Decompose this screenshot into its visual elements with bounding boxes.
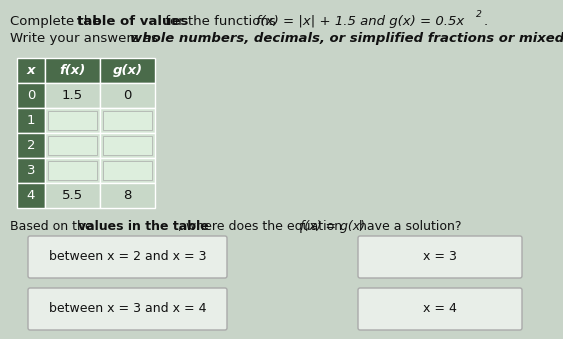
Text: between x = 3 and x = 4: between x = 3 and x = 4 bbox=[49, 302, 206, 316]
Text: 5.5: 5.5 bbox=[62, 189, 83, 202]
Text: 1.5: 1.5 bbox=[62, 89, 83, 102]
Bar bbox=[48, 111, 97, 130]
Bar bbox=[100, 183, 155, 208]
Bar bbox=[45, 58, 100, 83]
Bar bbox=[103, 161, 152, 180]
Bar bbox=[17, 183, 45, 208]
Bar bbox=[45, 158, 100, 183]
Text: Based on the: Based on the bbox=[10, 220, 97, 233]
Text: 0: 0 bbox=[27, 89, 35, 102]
Bar bbox=[103, 136, 152, 155]
Bar bbox=[100, 108, 155, 133]
Text: x: x bbox=[27, 64, 35, 77]
Text: 0: 0 bbox=[123, 89, 132, 102]
Bar bbox=[17, 108, 45, 133]
Text: 2: 2 bbox=[476, 10, 482, 19]
FancyBboxPatch shape bbox=[358, 288, 522, 330]
Bar bbox=[17, 133, 45, 158]
Text: 8: 8 bbox=[123, 189, 132, 202]
Bar bbox=[100, 133, 155, 158]
Text: table of values: table of values bbox=[77, 15, 189, 28]
Text: f(x): f(x) bbox=[59, 64, 86, 77]
FancyBboxPatch shape bbox=[358, 236, 522, 278]
Bar bbox=[100, 158, 155, 183]
Text: between x = 2 and x = 3: between x = 2 and x = 3 bbox=[49, 251, 206, 263]
Text: values in the table: values in the table bbox=[78, 220, 209, 233]
Text: 4: 4 bbox=[27, 189, 35, 202]
Bar bbox=[45, 108, 100, 133]
Text: x = 4: x = 4 bbox=[423, 302, 457, 316]
Text: have a solution?: have a solution? bbox=[355, 220, 462, 233]
Bar bbox=[45, 133, 100, 158]
Text: Complete the: Complete the bbox=[10, 15, 105, 28]
Bar bbox=[45, 183, 100, 208]
Bar bbox=[100, 83, 155, 108]
Text: whole numbers, decimals, or simplified fractions or mixed numbers.: whole numbers, decimals, or simplified f… bbox=[130, 32, 563, 45]
Text: 1: 1 bbox=[27, 114, 35, 127]
Bar bbox=[17, 58, 45, 83]
Text: .: . bbox=[484, 15, 488, 28]
Bar bbox=[17, 158, 45, 183]
Bar bbox=[48, 161, 97, 180]
Text: f(x) = |x| + 1.5 and g(x) = 0.5x: f(x) = |x| + 1.5 and g(x) = 0.5x bbox=[256, 15, 464, 28]
Bar bbox=[103, 111, 152, 130]
Bar bbox=[45, 83, 100, 108]
Bar bbox=[17, 83, 45, 108]
Text: 3: 3 bbox=[27, 164, 35, 177]
FancyBboxPatch shape bbox=[28, 288, 227, 330]
Bar bbox=[100, 58, 155, 83]
Bar bbox=[48, 136, 97, 155]
Text: for the functions: for the functions bbox=[161, 15, 280, 28]
FancyBboxPatch shape bbox=[28, 236, 227, 278]
Text: , where does the equation: , where does the equation bbox=[178, 220, 346, 233]
Text: 2: 2 bbox=[27, 139, 35, 152]
Text: g(x): g(x) bbox=[113, 64, 142, 77]
Text: x = 3: x = 3 bbox=[423, 251, 457, 263]
Text: Write your answers as: Write your answers as bbox=[10, 32, 162, 45]
Text: f(x) = g(x): f(x) = g(x) bbox=[300, 220, 365, 233]
